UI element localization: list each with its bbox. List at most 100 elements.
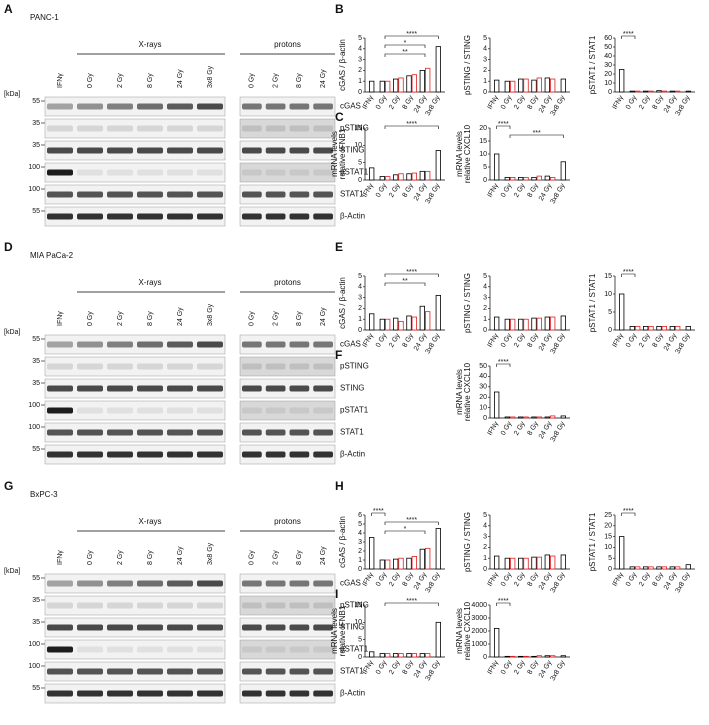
blot-strip (239, 118, 336, 139)
lane-label: 0 Gy (87, 73, 94, 88)
blot-band (167, 580, 193, 587)
bar (493, 79, 500, 93)
kda-marker: 100 (28, 641, 40, 648)
bar (419, 548, 426, 570)
protein-label: STAT1 (340, 190, 364, 199)
blot-band (313, 580, 333, 587)
x-tick-label: 0 Gy (375, 94, 389, 111)
kda-marker: 55 (32, 336, 40, 343)
y-tick-label: 5 (483, 273, 487, 280)
x-tick-label: 0 Gy (500, 659, 514, 676)
blot-band (289, 407, 310, 414)
blot-band (242, 385, 262, 392)
y-tick-label: 20 (604, 523, 612, 530)
bar (509, 655, 516, 658)
blot-band (77, 191, 103, 198)
bar (384, 176, 391, 181)
group-label: protons (274, 517, 301, 526)
blot-band (77, 363, 103, 370)
protein-label: STAT1 (340, 428, 364, 437)
bar (675, 90, 681, 93)
kda-marker: 100 (28, 164, 40, 171)
y-tick-label: 5 (483, 35, 487, 42)
blot-band (197, 646, 223, 653)
bar (669, 90, 675, 93)
blot-band (77, 602, 103, 609)
y-tick-label: 15 (354, 125, 362, 132)
blot-band (137, 147, 163, 154)
protein-label: pSTING (340, 362, 369, 371)
lane-label: 24 Gy (320, 69, 327, 88)
lane-label: 0 Gy (87, 550, 94, 565)
kda-marker: 55 (32, 685, 40, 692)
bar (531, 79, 537, 93)
bar (550, 316, 556, 331)
significance-label: **** (498, 359, 509, 366)
y-tick-label: 30 (604, 62, 612, 69)
y-tick-label: 2 (483, 544, 487, 551)
y-tick-label: 5 (358, 160, 362, 167)
blot-band (289, 363, 310, 370)
bar (523, 557, 529, 570)
bar (368, 651, 375, 658)
blot-band (137, 169, 163, 176)
y-tick-label: 4 (358, 284, 362, 291)
x-tick-label: 2 Gy (513, 571, 527, 588)
blot-band (289, 213, 310, 220)
bar (661, 566, 667, 570)
bar (398, 77, 404, 93)
bar (635, 566, 641, 570)
y-tick-label: 3000 (471, 615, 487, 622)
blot-band (289, 103, 310, 110)
blot-band (242, 646, 262, 653)
blot-strip (44, 356, 226, 377)
blot-band (107, 147, 133, 154)
x-tick-label: IFNγ (612, 94, 626, 111)
x-tick-label: 0 Gy (500, 571, 514, 588)
blot-band (197, 147, 223, 154)
lane-label: 8 Gy (296, 550, 303, 565)
y-tick-label: 1 (358, 557, 362, 564)
bar (424, 547, 431, 570)
bar (685, 90, 691, 93)
y-tick-label: 2 (483, 67, 487, 74)
bar (643, 566, 649, 570)
x-tick-label: 2 Gy (638, 571, 652, 588)
blot-band (313, 103, 333, 110)
blot-band (77, 213, 103, 220)
lane-label: 2 Gy (272, 550, 279, 565)
blot-band (137, 429, 163, 436)
blot-band (313, 385, 333, 392)
bar (661, 325, 667, 331)
bar (675, 325, 681, 331)
blot-band (265, 147, 286, 154)
bar (384, 318, 391, 331)
blot-band (265, 125, 286, 132)
bar (509, 557, 516, 570)
blot-band (77, 125, 103, 132)
blot-band (47, 580, 73, 587)
lane-label: IFNγ (57, 550, 64, 565)
bar (536, 655, 542, 658)
significance-label: * (404, 40, 407, 47)
bar (518, 78, 524, 93)
y-tick-label: 4 (483, 46, 487, 53)
y-tick-label: 1 (358, 316, 362, 323)
significance-label: **** (623, 31, 634, 38)
x-tick-label: 0 Gy (500, 420, 514, 437)
bar (392, 653, 399, 658)
bar (411, 653, 418, 658)
bar (560, 78, 566, 93)
blot-band (265, 213, 286, 220)
significance-bracket (496, 602, 511, 606)
blot-strip (44, 444, 226, 465)
bar (424, 170, 431, 181)
y-tick-label: 0 (358, 654, 362, 661)
y-tick-label: 4000 (471, 602, 487, 609)
blot-band (137, 341, 163, 348)
blot-band (313, 451, 333, 458)
blot-band (167, 191, 193, 198)
blot-band (265, 451, 286, 458)
y-tick-label: 5 (483, 164, 487, 171)
y-tick-label: 5 (608, 309, 612, 316)
